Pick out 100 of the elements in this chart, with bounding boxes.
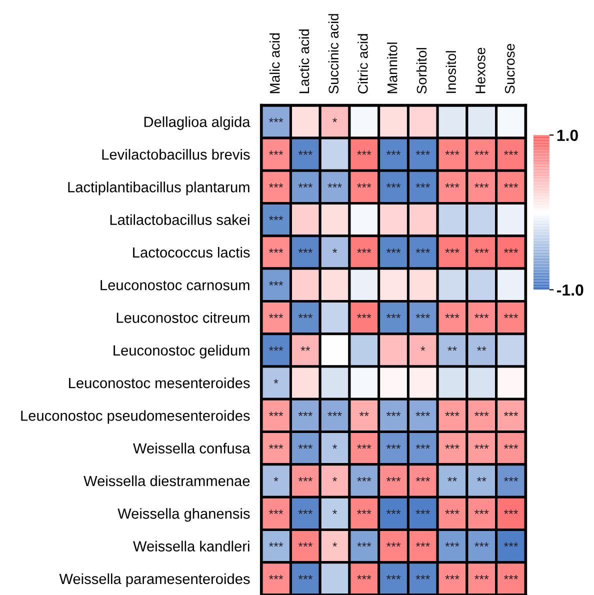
data-label: *** <box>357 444 372 449</box>
data-label: *** <box>504 510 518 514</box>
y-tick-label: Leuconostoc mesenteroides <box>69 378 250 388</box>
data-label: *** <box>268 346 284 351</box>
data-label: *** <box>474 574 489 580</box>
data-label: *** <box>357 477 372 482</box>
data-label: *** <box>357 183 372 188</box>
data-label: *** <box>268 542 284 547</box>
data-label: *** <box>268 412 284 416</box>
x-tick-label: Lactic acid <box>298 29 310 94</box>
x-tick-label: Sorbitol <box>416 48 427 94</box>
data-label: *** <box>504 314 518 318</box>
data-label: *** <box>298 183 313 188</box>
data-label: *** <box>416 510 430 514</box>
data-label: *** <box>445 510 460 514</box>
data-label: *** <box>298 248 313 253</box>
data-label: *** <box>268 444 284 449</box>
data-label: *** <box>504 248 518 253</box>
data-label: *** <box>298 510 313 514</box>
data-label: *** <box>298 477 313 482</box>
data-label: * <box>332 542 338 547</box>
data-label: *** <box>445 542 460 547</box>
data-label: *** <box>445 314 460 318</box>
data-label: *** <box>474 183 489 188</box>
data-label: *** <box>416 183 430 188</box>
data-label: *** <box>268 118 284 122</box>
x-tick-label: Malic acid <box>270 33 280 94</box>
data-label: *** <box>474 412 489 416</box>
data-label: *** <box>268 314 284 318</box>
data-label: *** <box>386 444 401 449</box>
y-tick-label: Leuconostoc carnosum <box>100 280 250 290</box>
data-label: *** <box>357 542 372 547</box>
data-label: *** <box>504 574 518 580</box>
data-label: *** <box>474 510 489 514</box>
data-label: *** <box>445 444 460 449</box>
data-label: *** <box>504 412 518 416</box>
x-tick-label: Citric acid <box>358 34 368 94</box>
data-label: *** <box>298 574 313 580</box>
y-tick-label: Lactiplantibacillus plantarum <box>68 182 250 196</box>
data-label: ** <box>448 477 457 482</box>
y-tick-label: Weissella ghanensis <box>118 508 250 522</box>
data-label: *** <box>474 542 489 547</box>
data-label: ** <box>359 412 369 416</box>
data-label: *** <box>416 477 430 482</box>
x-tick-label: Succinic acid <box>328 14 339 94</box>
data-label: *** <box>386 542 401 547</box>
data-label: *** <box>386 412 401 416</box>
data-label: * <box>332 444 338 449</box>
data-label: *** <box>386 574 401 580</box>
y-tick-label: Weissella kandleri <box>133 540 250 552</box>
data-label: *** <box>268 574 284 580</box>
data-label: *** <box>416 444 430 449</box>
y-tick-label: Leuconostoc gelidum <box>114 344 250 358</box>
x-tick-label: Hexose <box>476 48 486 94</box>
data-label: *** <box>504 183 518 188</box>
data-label: *** <box>298 314 313 318</box>
data-label: * <box>332 477 338 482</box>
data-label: *** <box>268 248 284 253</box>
data-label: *** <box>357 150 372 155</box>
x-tick-label: Mannitol <box>387 42 398 94</box>
data-label: *** <box>298 150 313 155</box>
data-label: *** <box>386 248 401 253</box>
data-label: *** <box>386 510 401 514</box>
y-tick-label: Lactococcus lactis <box>133 246 250 258</box>
data-label: *** <box>445 150 460 155</box>
data-label: * <box>332 118 338 122</box>
data-label: *** <box>445 574 460 580</box>
data-label: *** <box>445 248 460 253</box>
data-label: *** <box>416 574 430 580</box>
y-tick-label: Weissella diestrammenae <box>84 475 250 486</box>
data-label: *** <box>268 281 284 286</box>
color-bar-label: 1.0 <box>557 130 578 142</box>
data-label: *** <box>268 510 284 514</box>
data-label: *** <box>386 314 401 318</box>
y-tick-label: Latilactobacillus sakei <box>110 214 250 226</box>
data-label: ** <box>476 477 486 482</box>
data-label: *** <box>474 248 489 253</box>
data-label: *** <box>328 183 342 188</box>
data-label: *** <box>298 542 313 547</box>
data-label: *** <box>416 150 430 155</box>
data-label: *** <box>445 412 460 416</box>
y-tick-label: Leuconostoc citreum <box>116 312 250 323</box>
data-label: *** <box>445 183 460 188</box>
data-label: * <box>332 510 338 514</box>
data-label: *** <box>298 444 313 449</box>
data-label: *** <box>386 183 401 188</box>
data-label: * <box>420 346 426 351</box>
data-label: ** <box>300 346 310 351</box>
data-label: *** <box>504 477 518 482</box>
data-label: *** <box>504 444 518 449</box>
data-label: *** <box>416 314 430 318</box>
data-label: *** <box>357 248 372 253</box>
data-label: *** <box>268 216 284 220</box>
data-label: *** <box>504 150 518 155</box>
x-tick-label: Sucrose <box>504 44 515 94</box>
data-label: *** <box>357 314 372 318</box>
data-label: *** <box>357 574 372 580</box>
color-bar-label: -1.0 <box>557 284 584 296</box>
data-label: *** <box>357 510 372 514</box>
data-label: *** <box>474 314 489 318</box>
